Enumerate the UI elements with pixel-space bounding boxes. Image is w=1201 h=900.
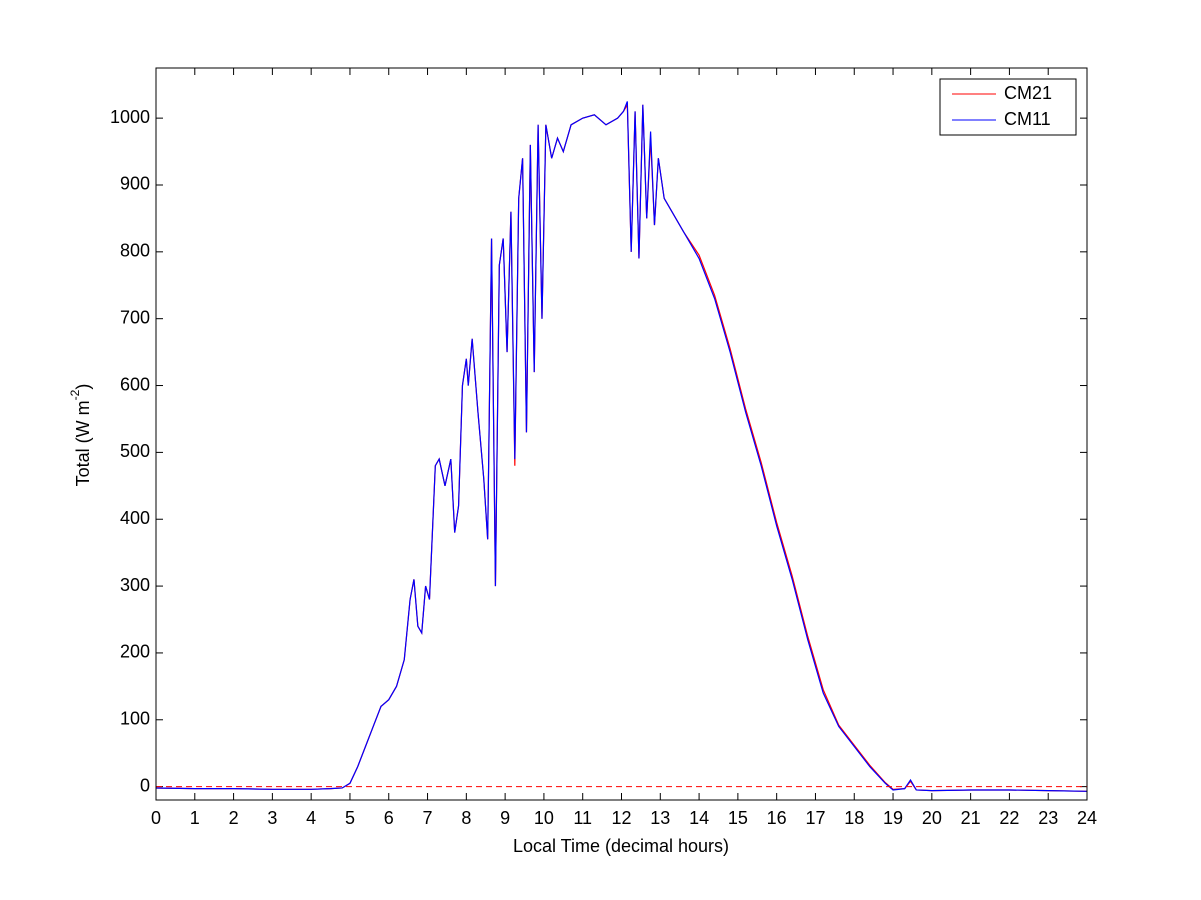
x-tick-label: 10 bbox=[534, 808, 554, 828]
y-tick-label: 1000 bbox=[110, 107, 150, 127]
x-tick-label: 18 bbox=[844, 808, 864, 828]
y-tick-label: 200 bbox=[120, 642, 150, 662]
y-label-text: Total (W m bbox=[73, 400, 93, 486]
x-tick-label: 6 bbox=[384, 808, 394, 828]
x-tick-label: 15 bbox=[728, 808, 748, 828]
x-tick-label: 16 bbox=[767, 808, 787, 828]
y-label-suffix: ) bbox=[73, 384, 93, 390]
y-tick-label: 900 bbox=[120, 174, 150, 194]
x-tick-label: 17 bbox=[805, 808, 825, 828]
series-line bbox=[155, 101, 1088, 792]
x-tick-label: 22 bbox=[999, 808, 1019, 828]
x-tick-label: 1 bbox=[190, 808, 200, 828]
x-tick-label: 21 bbox=[961, 808, 981, 828]
y-tick-label: 0 bbox=[140, 775, 150, 795]
x-tick-label: 9 bbox=[500, 808, 510, 828]
x-tick-label: 5 bbox=[345, 808, 355, 828]
x-tick-label: 11 bbox=[573, 808, 592, 828]
x-tick-label: 23 bbox=[1038, 808, 1058, 828]
y-tick-label: 400 bbox=[120, 508, 150, 528]
x-tick-label: 8 bbox=[461, 808, 471, 828]
x-tick-label: 0 bbox=[151, 808, 161, 828]
y-axis-label: Total (W m-2) bbox=[68, 384, 93, 487]
y-label-superscript: -2 bbox=[68, 389, 82, 400]
y-tick-label: 600 bbox=[120, 374, 150, 394]
y-tick-label: 800 bbox=[120, 241, 150, 261]
x-tick-label: 7 bbox=[423, 808, 433, 828]
x-tick-label: 13 bbox=[650, 808, 670, 828]
x-tick-label: 2 bbox=[229, 808, 239, 828]
x-tick-label: 4 bbox=[306, 808, 316, 828]
x-tick-label: 20 bbox=[922, 808, 942, 828]
x-axis-label: Local Time (decimal hours) bbox=[513, 836, 729, 856]
x-tick-label: 19 bbox=[883, 808, 903, 828]
legend-label: CM11 bbox=[1004, 109, 1051, 129]
x-tick-label: 12 bbox=[611, 808, 631, 828]
x-tick-label: 24 bbox=[1077, 808, 1097, 828]
plot-frame bbox=[155, 67, 1088, 801]
y-tick-label: 500 bbox=[120, 441, 150, 461]
x-tick-label: 14 bbox=[689, 808, 709, 828]
legend-box bbox=[939, 78, 1077, 136]
y-tick-label: 700 bbox=[120, 307, 150, 327]
y-tick-label: 100 bbox=[120, 709, 150, 729]
x-tick-label: 3 bbox=[267, 808, 277, 828]
legend-label: CM21 bbox=[1004, 83, 1052, 103]
y-tick-label: 300 bbox=[120, 575, 150, 595]
